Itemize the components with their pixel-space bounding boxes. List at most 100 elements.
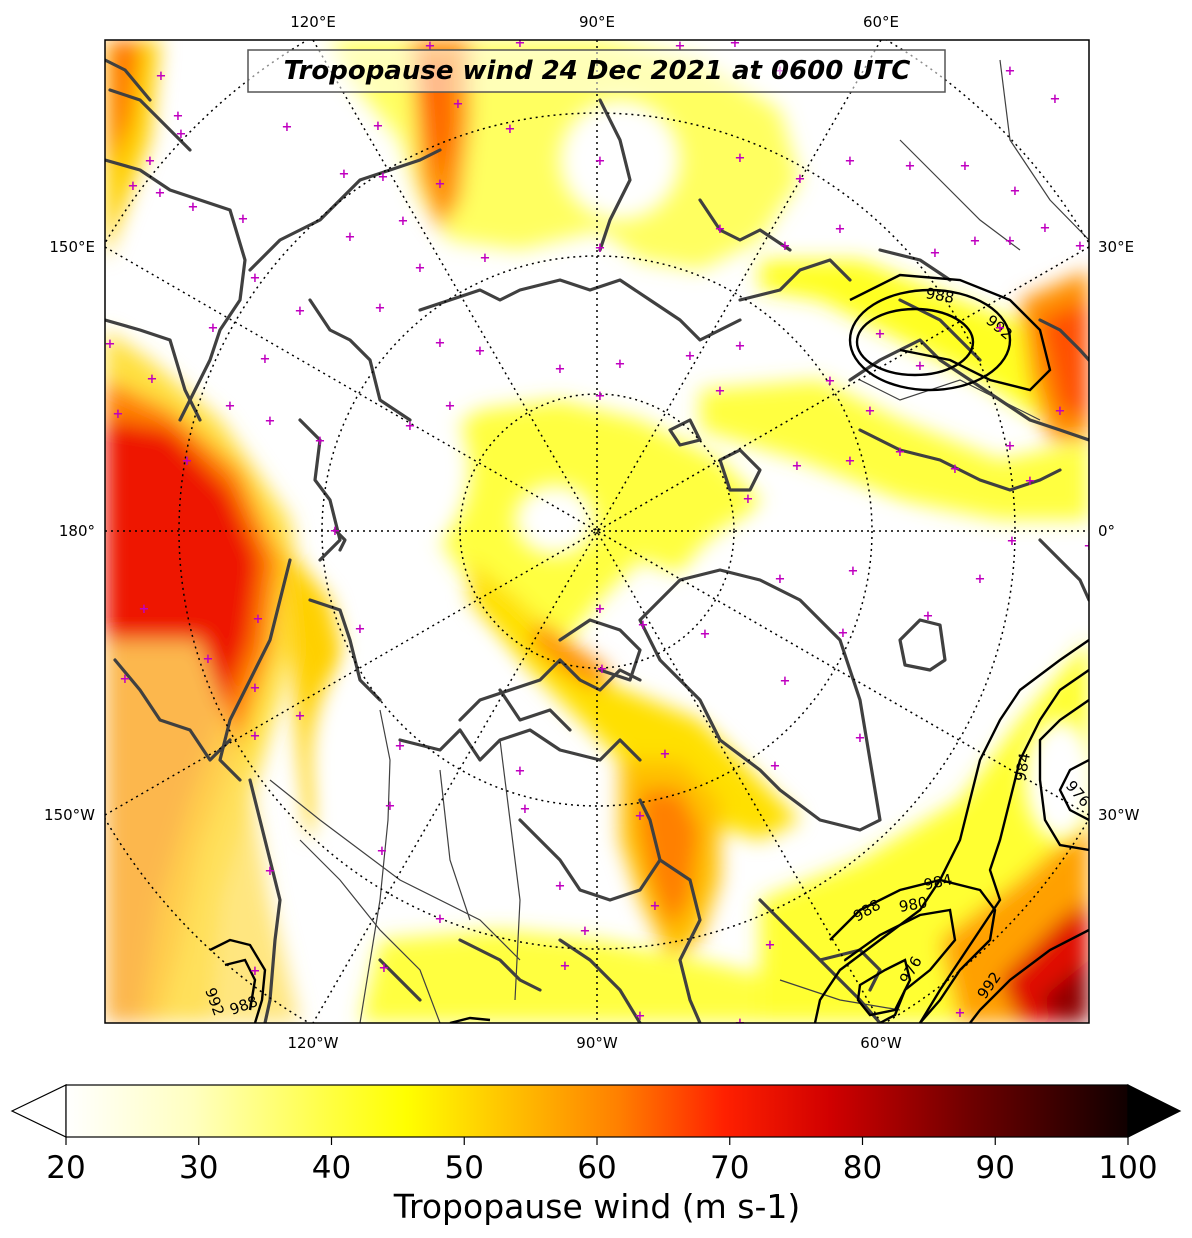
station-marker: +	[128, 179, 139, 194]
station-marker: +	[955, 1006, 966, 1021]
station-marker: +	[905, 159, 916, 174]
title-box	[247, 49, 946, 93]
station-marker: +	[685, 349, 696, 364]
station-marker: +	[435, 912, 446, 927]
station-marker: +	[700, 627, 711, 642]
station-marker: +	[1005, 64, 1016, 79]
lon-label-top: 60°E	[863, 13, 899, 31]
station-marker: +	[139, 602, 150, 617]
colorbar-ticks: 20 30 40 50 60 70 80 90 100	[46, 1137, 1158, 1186]
station-marker: +	[105, 337, 116, 352]
station-marker: +	[250, 681, 261, 696]
station-marker: +	[250, 271, 261, 286]
station-marker: +	[775, 572, 786, 587]
station-marker: +	[865, 404, 876, 419]
station-marker: +	[555, 879, 566, 894]
station-marker: +	[735, 339, 746, 354]
station-marker: +	[330, 524, 341, 539]
country-borders	[269, 59, 1089, 1023]
station-marker: +	[520, 802, 531, 817]
station-marker: +	[156, 69, 167, 84]
station-marker: +	[845, 154, 856, 169]
station-marker: +	[595, 154, 606, 169]
lon-label-right: 30°W	[1098, 806, 1140, 824]
lon-label-bottom: 60°W	[860, 1034, 902, 1052]
station-marker: +	[378, 170, 389, 185]
colorbar-tick-label: 90	[976, 1150, 1015, 1186]
station-marker: +	[1084, 539, 1095, 554]
station-marker: +	[385, 799, 396, 814]
station-marker: +	[225, 399, 236, 414]
station-marker: +	[260, 352, 271, 367]
lon-label-right: 0°	[1098, 522, 1115, 540]
station-marker: +	[765, 938, 776, 953]
station-marker: +	[345, 230, 356, 245]
colorbar-tick-label: 80	[843, 1150, 882, 1186]
colorbar-ramp	[65, 1084, 1129, 1138]
station-marker: +	[1050, 92, 1061, 107]
station-marker: +	[960, 159, 971, 174]
colorbar: 20 30 40 50 60 70 80 90 100 Tropopause wind (m s…	[10, 1084, 1182, 1226]
station-marker: +	[835, 222, 846, 237]
colorbar-tick-label: 40	[312, 1150, 351, 1186]
map-plot-area: 988 992 984 976 988 984 980 976 992 992 …	[105, 36, 1095, 1031]
station-marker: +	[425, 39, 436, 54]
colorbar-extend-high	[1127, 1084, 1182, 1138]
station-marker: +	[453, 97, 464, 112]
station-marker: +	[1010, 184, 1021, 199]
colorbar-tick-label: 50	[445, 1150, 484, 1186]
station-marker: +	[597, 662, 608, 677]
station-marker: +	[250, 964, 261, 979]
station-marker: +	[355, 622, 366, 637]
station-marker: +	[838, 626, 849, 641]
station-marker: +	[780, 239, 791, 254]
station-marker: +	[515, 764, 526, 779]
station-marker: +	[415, 261, 426, 276]
station-marker: +	[580, 924, 591, 939]
station-marker: +	[435, 177, 446, 192]
station-marker: +	[1040, 221, 1051, 236]
lon-label-left: 150°E	[49, 238, 95, 256]
station-marker: +	[650, 899, 661, 914]
station-marker: +	[173, 109, 184, 124]
station-marker: +	[895, 445, 906, 460]
colorbar-label: Tropopause wind (m s-1)	[393, 1187, 801, 1226]
station-marker: +	[113, 407, 124, 422]
station-marker: +	[475, 344, 486, 359]
station-marker: +	[635, 1009, 646, 1024]
station-marker: +	[377, 844, 388, 859]
station-marker: +	[915, 359, 926, 374]
station-marker: +	[995, 321, 1006, 336]
station-marker: +	[638, 618, 649, 633]
station-marker: +	[145, 154, 156, 169]
station-marker: +	[743, 492, 754, 507]
station-marker: +	[176, 127, 187, 142]
station-marker: +	[398, 214, 409, 229]
station-marker: +	[735, 151, 746, 166]
station-marker: +	[188, 200, 199, 215]
lon-label-top: 120°E	[290, 13, 336, 31]
station-marker: +	[147, 372, 158, 387]
coastlines	[105, 58, 1089, 1023]
station-marker: +	[1005, 439, 1016, 454]
station-marker: +	[265, 864, 276, 879]
station-marker: +	[339, 167, 350, 182]
station-marker: +	[875, 327, 886, 342]
station-marker: +	[930, 246, 941, 261]
station-marker: +	[845, 454, 856, 469]
station-marker: +	[735, 1016, 746, 1031]
station-marker: +	[120, 672, 131, 687]
station-marker: +	[975, 572, 986, 587]
lon-label-bottom: 120°W	[288, 1034, 339, 1052]
station-marker: +	[1055, 404, 1066, 419]
lon-label-right: 30°E	[1098, 238, 1134, 256]
station-marker: +	[1005, 234, 1016, 249]
station-marker: +	[730, 36, 741, 51]
station-marker: +	[715, 384, 726, 399]
station-marker: +	[395, 739, 406, 754]
station-marker: +	[595, 389, 606, 404]
station-marker: +	[445, 399, 456, 414]
station-marker: +	[435, 336, 446, 351]
lon-label-top: 90°E	[579, 13, 615, 31]
